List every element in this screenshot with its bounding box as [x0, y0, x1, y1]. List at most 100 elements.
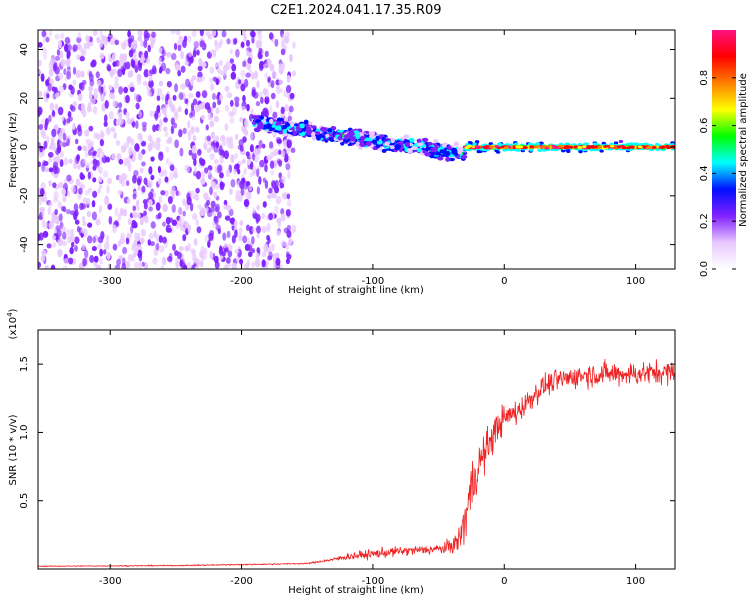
heatmap-cell: [108, 85, 113, 91]
heatmap-cell: [41, 219, 46, 228]
heatmap-cell: [117, 189, 122, 196]
heatmap-cell: [447, 145, 452, 151]
heatmap-cell: [48, 30, 53, 37]
heatmap-cell: [164, 131, 169, 138]
heatmap-cell: [186, 196, 192, 206]
heatmap-cell: [234, 219, 238, 229]
heatmap-cell: [95, 71, 100, 79]
heatmap-cell: [99, 30, 103, 37]
heatmap-cell: [365, 140, 372, 147]
heatmap-cell: [284, 155, 289, 163]
heatmap-cell: [371, 139, 378, 145]
heatmap-cell: [433, 138, 439, 144]
heatmap-cell: [105, 126, 111, 136]
heatmap-cell: [178, 35, 184, 43]
heatmap-cell: [206, 199, 210, 206]
heatmap-cell: [209, 230, 215, 237]
heatmap-cell: [290, 147, 296, 154]
heatmap-frame: [37, 29, 676, 270]
heatmap-cell: [266, 194, 272, 200]
heatmap-cell: [137, 132, 143, 141]
heatmap-cell: [249, 172, 254, 178]
heatmap-cell: [141, 149, 146, 155]
heatmap-cell: [204, 234, 210, 243]
heatmap-cell: [165, 67, 171, 75]
heatmap-cell: [158, 80, 164, 87]
heatmap-cell: [247, 244, 253, 252]
heatmap-cell: [156, 88, 162, 96]
heatmap-cell: [114, 207, 119, 217]
heatmap-cell: [271, 192, 277, 199]
heatmap-cell: [261, 225, 268, 233]
heatmap-cell: [48, 68, 54, 77]
heatmap-cell: [344, 134, 349, 140]
heatmap-cell: [225, 61, 231, 71]
heatmap-cell: [182, 210, 186, 217]
heatmap-cell: [515, 145, 520, 149]
heatmap-cell: [660, 145, 666, 149]
heatmap-cell: [99, 129, 105, 139]
heatmap-cell: [189, 202, 194, 212]
heatmap-cell: [283, 227, 290, 234]
heatmap-cell: [376, 140, 383, 145]
heatmap-cell: [280, 150, 285, 158]
heatmap-cell: [251, 72, 255, 80]
heatmap-cell: [137, 212, 141, 219]
heatmap-cell: [240, 41, 245, 48]
heatmap-cell: [76, 225, 81, 233]
heatmap-cell: [74, 219, 80, 225]
colorbar-tick-label: 0.0: [699, 261, 710, 277]
heatmap-cell: [437, 156, 444, 161]
heatmap-cell: [249, 30, 256, 38]
heatmap-cell: [66, 117, 71, 124]
heatmap-cell: [81, 243, 86, 251]
heatmap-cell: [77, 164, 81, 170]
heatmap-cell: [45, 36, 50, 43]
heatmap-cell: [284, 31, 290, 38]
heatmap-cell: [97, 236, 104, 244]
heatmap-cell: [242, 235, 248, 244]
heatmap-cell: [155, 137, 161, 144]
heatmap-cell: [416, 138, 422, 143]
heatmap-cell: [112, 61, 117, 68]
heatmap-cell: [258, 176, 262, 185]
colorbar-ticks: 0.0 0.2 0.4 0.6 0.8: [699, 70, 736, 277]
heatmap-cell: [244, 129, 249, 136]
heatmap-cell: [230, 154, 235, 164]
heatmap-cell: [198, 57, 203, 67]
heatmap-cell: [108, 57, 113, 63]
heatmap-cell: [52, 242, 56, 248]
heatmap-cell: [231, 63, 237, 72]
heatmap-cell: [39, 211, 43, 218]
heatmap-cell: [272, 256, 277, 266]
heatmap-cell: [48, 156, 53, 163]
heatmap-cell: [258, 47, 263, 55]
heatmap-cell: [581, 145, 587, 149]
heatmap-cell: [90, 98, 96, 105]
heatmap-cell: [164, 176, 169, 183]
heatmap-cell: [268, 32, 274, 40]
heatmap-cell: [223, 150, 230, 160]
heatmap-cell: [187, 224, 191, 233]
heatmap-cell: [134, 232, 138, 241]
heatmap-cell: [234, 229, 238, 238]
heatmap-cell: [38, 42, 43, 48]
heatmap-cell: [125, 237, 130, 245]
heatmap-cell: [243, 198, 250, 207]
heatmap-cell: [143, 177, 148, 185]
heatmap-cell: [122, 257, 126, 267]
heatmap-cell: [163, 117, 168, 123]
heatmap-cell: [265, 125, 272, 130]
heatmap-cell: [84, 129, 90, 137]
heatmap-cell: [264, 88, 270, 98]
heatmap-cell: [514, 142, 519, 146]
heatmap-cell: [182, 127, 187, 135]
heatmap-cell: [125, 180, 130, 187]
heatmap-cell: [206, 169, 212, 176]
heatmap-cell: [406, 148, 413, 154]
heatmap-cell: [125, 260, 131, 269]
heatmap-cell: [150, 156, 155, 162]
heatmap-cell: [117, 240, 122, 247]
heatmap-cell: [92, 177, 97, 183]
heatmap-cell: [118, 102, 123, 109]
